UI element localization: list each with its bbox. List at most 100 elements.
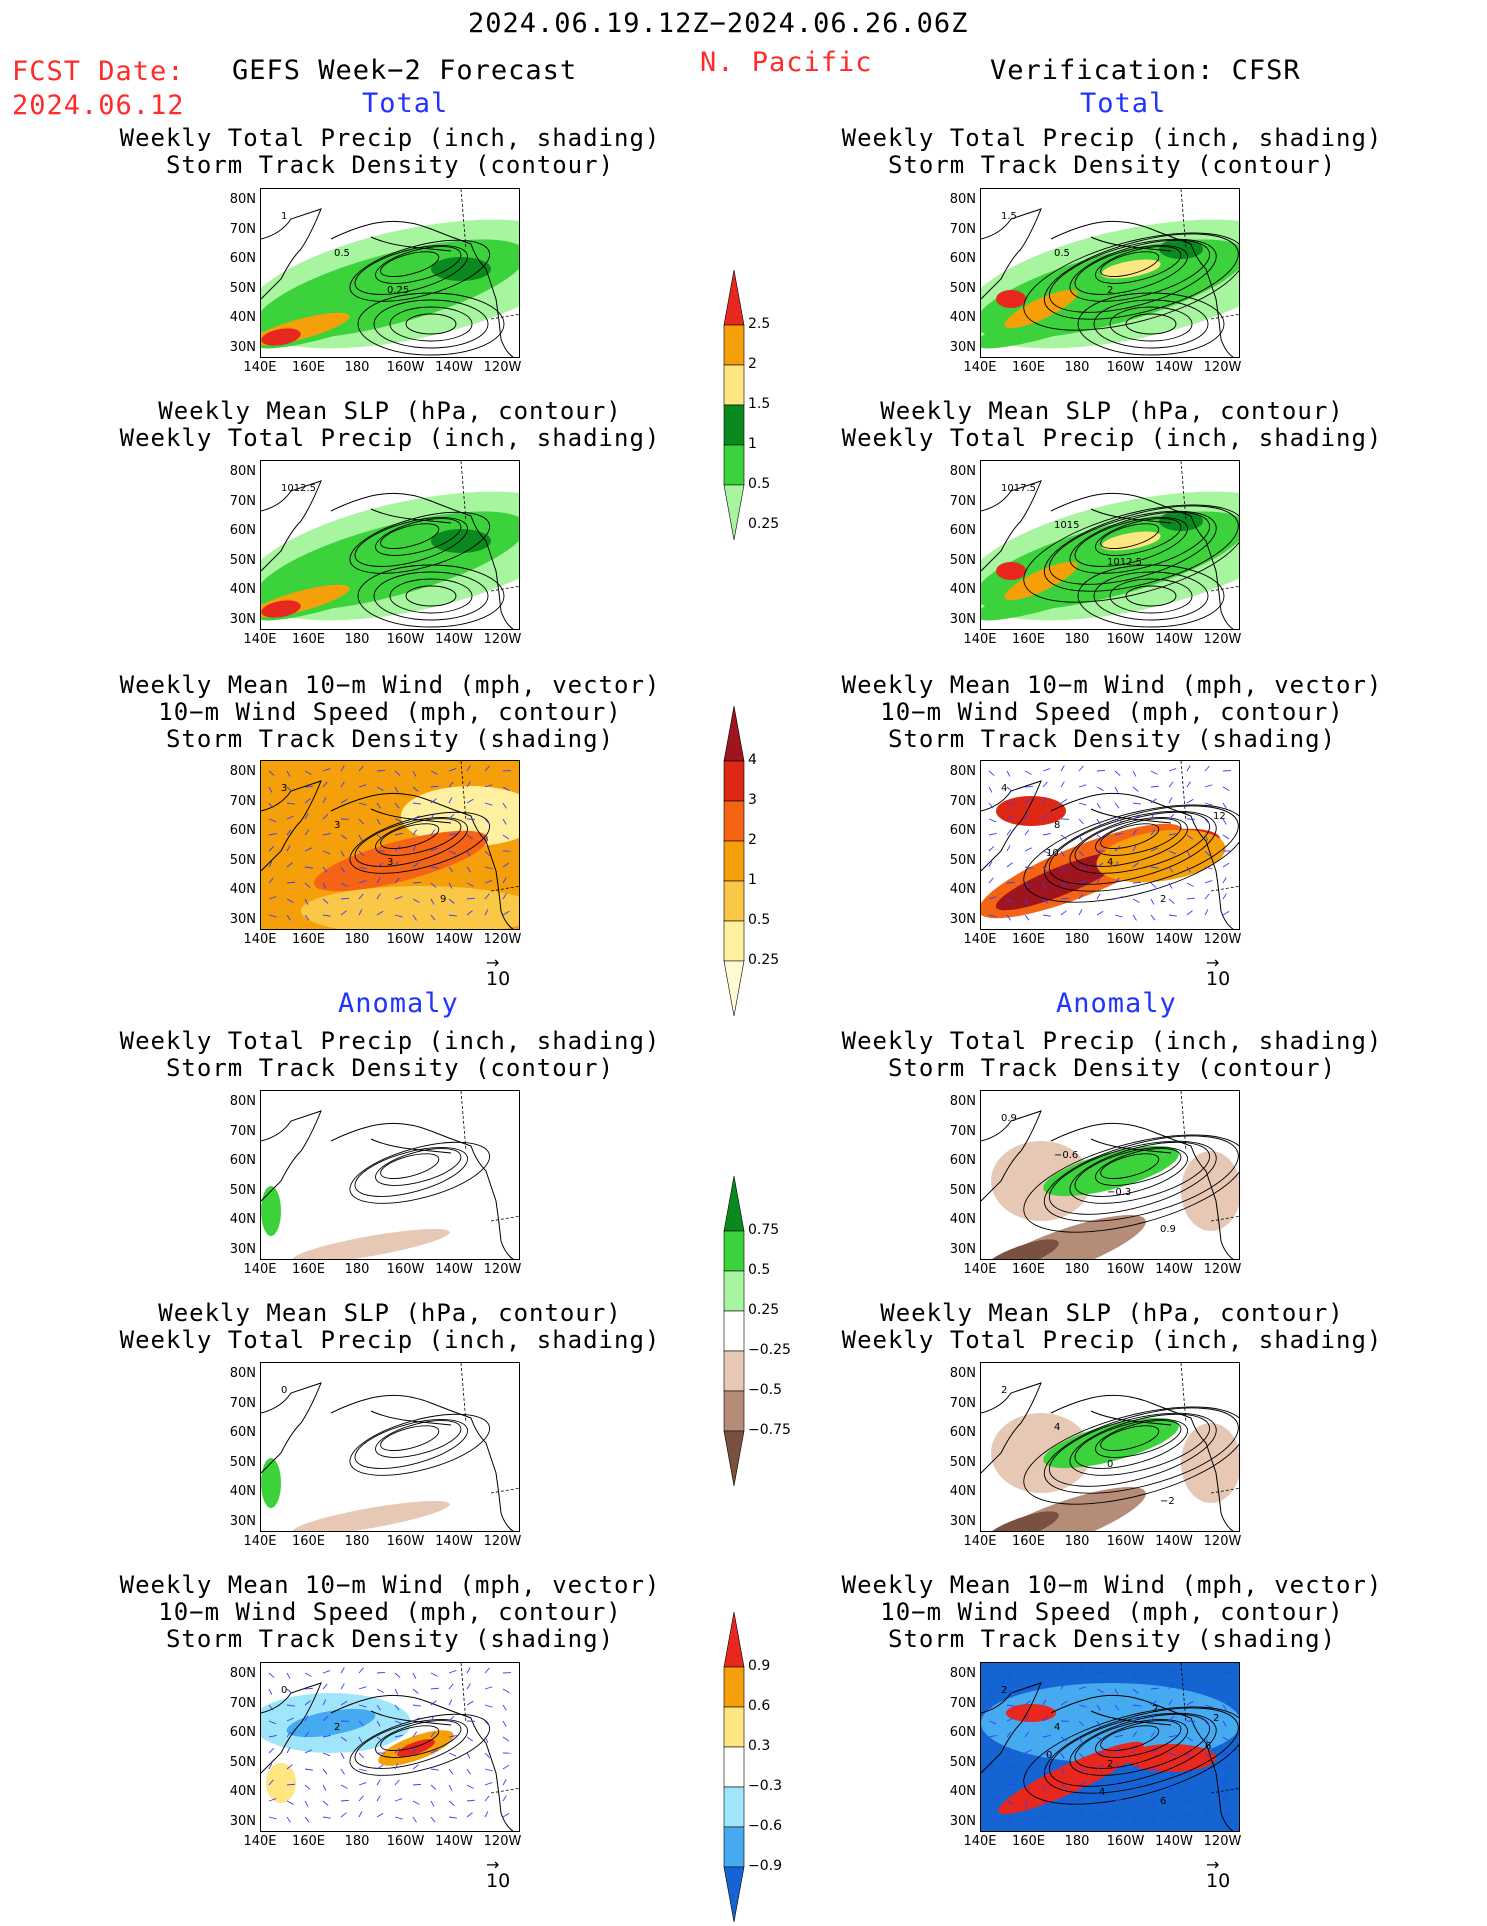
latitude-tick-label: 30N <box>934 912 976 927</box>
latitude-tick-label: 70N <box>214 494 256 509</box>
longitude-tick-label: 120W <box>478 932 528 947</box>
longitude-tick-label: 140E <box>235 360 285 375</box>
section-total-right: Total <box>1080 88 1166 119</box>
colorbar-label: 2 <box>748 356 757 372</box>
fcst-slp-anom-map-graphic: 0 <box>261 1363 520 1532</box>
longitude-tick-label: 140E <box>955 932 1005 947</box>
contour-label: 2 <box>1160 894 1166 905</box>
longitude-tick-label: 180 <box>1052 1262 1102 1277</box>
colorbar-segment <box>724 1612 744 1667</box>
fcst-slp-total-map: 1012.5 <box>260 460 520 630</box>
colorbar-segment <box>724 761 744 801</box>
fcst-precip-total-map-graphic: 10.50.25 <box>261 189 520 358</box>
latitude-tick-label: 30N <box>934 1814 976 1829</box>
latitude-tick-label: 50N <box>214 1455 256 1470</box>
longitude-tick-label: 180 <box>332 1534 382 1549</box>
latitude-tick-label: 40N <box>214 1484 256 1499</box>
longitude-tick-label: 160E <box>284 1834 334 1849</box>
colorbar-label: −0.3 <box>748 1778 782 1794</box>
contour-label: 0 <box>1046 1750 1052 1761</box>
contour-label: 9 <box>440 894 446 905</box>
colorbar-label: 0.6 <box>748 1698 770 1714</box>
latitude-tick-label: 80N <box>934 464 976 479</box>
colorbar-label: 0.3 <box>748 1738 770 1754</box>
colorbar-label: 1 <box>748 872 757 888</box>
latitude-tick-label: 60N <box>214 523 256 538</box>
latitude-tick-label: 50N <box>934 1455 976 1470</box>
panel-title-line: Storm Track Density (shading) <box>752 726 1472 753</box>
section-total-left: Total <box>362 88 448 119</box>
contour-label: −0.3 <box>1107 1187 1131 1198</box>
latitude-tick-label: 60N <box>214 823 256 838</box>
fcst-wind-total-title: Weekly Mean 10−m Wind (mph, vector)10−m … <box>30 672 750 753</box>
longitude-tick-label: 120W <box>1198 1262 1248 1277</box>
panel-title-line: Weekly Total Precip (inch, shading) <box>752 125 1472 152</box>
latitude-tick-label: 70N <box>934 1124 976 1139</box>
longitude-tick-label: 140W <box>429 360 479 375</box>
longitude-tick-label: 120W <box>1198 1834 1248 1849</box>
latitude-tick-label: 60N <box>934 1153 976 1168</box>
colorbar-segment <box>724 1391 744 1431</box>
longitude-tick-label: 160W <box>1101 1262 1151 1277</box>
colorbar-segment <box>724 485 744 540</box>
latitude-tick-label: 30N <box>214 340 256 355</box>
longitude-tick-label: 140E <box>955 360 1005 375</box>
panel-title-line: Weekly Mean 10−m Wind (mph, vector) <box>752 672 1472 699</box>
longitude-tick-label: 180 <box>1052 360 1102 375</box>
colorbar-label: 4 <box>748 752 757 768</box>
contour-label: −0.6 <box>1054 1150 1078 1161</box>
colorbar-label: 2.5 <box>748 316 770 332</box>
longitude-tick-label: 120W <box>478 1834 528 1849</box>
latitude-tick-label: 30N <box>934 340 976 355</box>
contour-label: 3 <box>281 783 287 794</box>
fcst-slp-total-map-graphic: 1012.5 <box>261 461 520 630</box>
panel-title-line: Weekly Total Precip (inch, shading) <box>752 1327 1472 1354</box>
colorbar-segment <box>724 1311 744 1351</box>
panel-title-line: 10−m Wind Speed (mph, contour) <box>752 1599 1472 1626</box>
longitude-tick-label: 160W <box>1101 360 1151 375</box>
longitude-tick-label: 180 <box>1052 1834 1102 1849</box>
longitude-tick-label: 140W <box>1149 1262 1199 1277</box>
latitude-tick-label: 30N <box>934 1242 976 1257</box>
panel-title-line: Storm Track Density (contour) <box>30 152 750 179</box>
colorbar-segment <box>724 1667 744 1707</box>
latitude-tick-label: 50N <box>934 281 976 296</box>
colorbar-label: −0.5 <box>748 1382 782 1398</box>
longitude-tick-label: 160E <box>284 1262 334 1277</box>
latitude-tick-label: 50N <box>214 281 256 296</box>
colorbar-label: −0.75 <box>748 1422 791 1438</box>
longitude-tick-label: 140W <box>1149 632 1199 647</box>
latitude-tick-label: 60N <box>214 251 256 266</box>
latitude-tick-label: 80N <box>214 464 256 479</box>
latitude-tick-label: 40N <box>214 1212 256 1227</box>
fcst-date-value: 2024.06.12 <box>12 90 185 121</box>
contour-label: 4 <box>1099 1787 1105 1798</box>
longitude-tick-label: 120W <box>478 632 528 647</box>
fcst-date-label: FCST Date: <box>12 56 185 87</box>
latitude-tick-label: 60N <box>934 523 976 538</box>
colorbar-label: 0.25 <box>748 1302 779 1318</box>
panel-title-line: Weekly Mean SLP (hPa, contour) <box>752 398 1472 425</box>
fcst-precip-anom-title: Weekly Total Precip (inch, shading)Storm… <box>30 1028 750 1082</box>
contour-label: 6 <box>1160 1796 1166 1807</box>
longitude-tick-label: 140W <box>429 1834 479 1849</box>
colorbar-precip_anom <box>722 1176 746 1490</box>
latitude-tick-label: 60N <box>214 1153 256 1168</box>
latitude-tick-label: 60N <box>934 823 976 838</box>
longitude-tick-label: 160E <box>1004 632 1054 647</box>
intense-precip-core <box>996 562 1026 580</box>
latitude-tick-label: 80N <box>214 192 256 207</box>
vector-reference-arrow: → <box>486 1860 510 1870</box>
fcst-slp-anom-map: 0 <box>260 1362 520 1532</box>
longitude-tick-label: 160W <box>381 932 431 947</box>
panel-title-line: Weekly Mean SLP (hPa, contour) <box>752 1300 1472 1327</box>
longitude-tick-label: 120W <box>1198 932 1248 947</box>
colorbar-segment <box>724 881 744 921</box>
region-title: N. Pacific <box>700 47 873 78</box>
latitude-tick-label: 40N <box>214 310 256 325</box>
contour-label: 2 <box>1213 1713 1219 1724</box>
